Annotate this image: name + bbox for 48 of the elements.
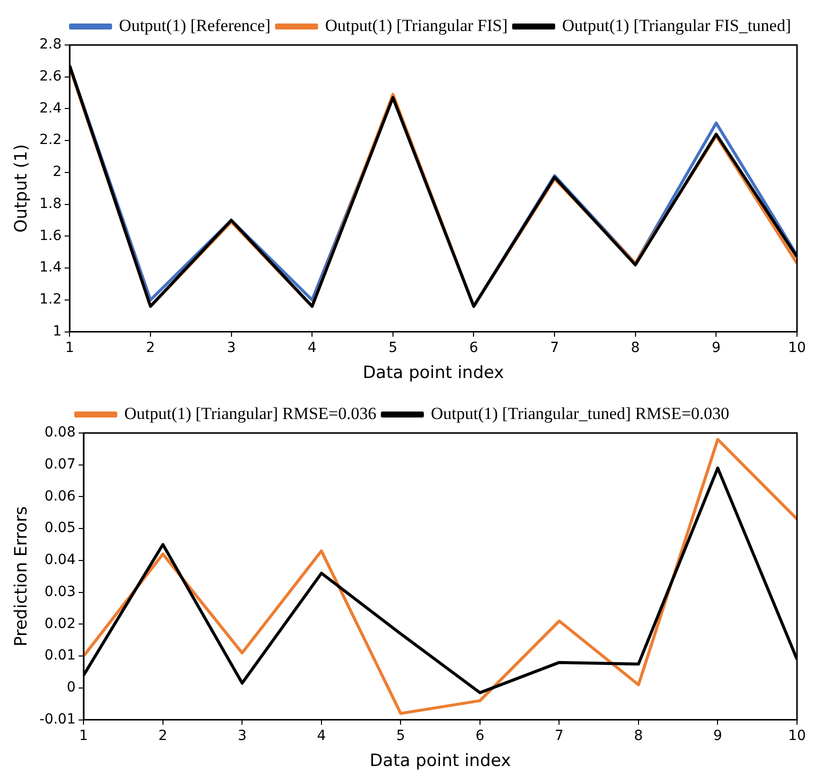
y-tick-label: 1.2 (39, 292, 62, 308)
y-tick-label: 1 (52, 323, 62, 340)
legend-label: Output(1) [Triangular] RMSE=0.036 (124, 404, 376, 423)
y-tick-label: 0.05 (44, 520, 76, 536)
y-tick-label: 0.01 (44, 648, 76, 664)
y-tick-label: 1.8 (39, 196, 62, 212)
y-tick-label: -0.01 (39, 711, 76, 728)
x-tick-label: 8 (630, 340, 640, 356)
x-tick-label: 3 (238, 728, 247, 744)
x-tick-label: 6 (469, 340, 478, 356)
y-tick-label: 0.08 (44, 424, 76, 441)
y-tick-label: 1.6 (39, 228, 62, 244)
y-tick-label: 0.07 (44, 456, 76, 473)
y-tick-label: 0.06 (44, 488, 76, 504)
x-tick-label: 5 (388, 340, 398, 356)
legend-label: Output(1) [Triangular_tuned] RMSE=0.030 (430, 404, 730, 423)
x-tick-label: 7 (550, 340, 560, 356)
legend-label: Output(1) [Triangular FIS] (325, 16, 508, 35)
x-tick-label: 7 (554, 728, 564, 744)
x-tick-label: 3 (226, 340, 236, 356)
y-tick-label: 0.02 (44, 616, 76, 632)
x-tick-label: 9 (712, 340, 721, 356)
y-tick-label: 2.8 (39, 36, 62, 53)
y-tick-label: 1.4 (39, 260, 62, 276)
x-tick-label: 2 (158, 728, 168, 744)
y-tick-label: 0.04 (44, 552, 76, 568)
x-tick-label: 4 (308, 340, 317, 356)
y-axis-title: Prediction Errors (12, 506, 32, 646)
x-tick-label: 1 (79, 728, 88, 744)
y-tick-label: 2 (52, 164, 62, 180)
x-tick-label: 9 (713, 728, 722, 744)
x-tick-label: 2 (146, 340, 155, 356)
y-tick-label: 0.03 (44, 584, 76, 600)
x-tick-label: 8 (634, 728, 643, 744)
y-tick-label: 0 (66, 680, 76, 696)
y-tick-label: 2.6 (39, 68, 62, 85)
x-tick-label: 6 (475, 728, 484, 744)
legend-label: Output(1) [Reference] (119, 16, 271, 35)
y-axis-title: Output (1) (12, 144, 32, 233)
legend-label: Output(1) [Triangular FIS_tuned] (562, 16, 792, 35)
x-tick-label: 10 (788, 728, 806, 744)
y-tick-label: 2.2 (39, 132, 62, 148)
x-tick-label: 4 (316, 728, 326, 744)
x-axis-title: Data point index (370, 751, 511, 772)
x-axis-title: Data point index (362, 363, 504, 384)
y-tick-label: 2.4 (39, 100, 62, 116)
x-tick-label: 10 (788, 340, 806, 356)
x-tick-label: 5 (396, 728, 406, 744)
